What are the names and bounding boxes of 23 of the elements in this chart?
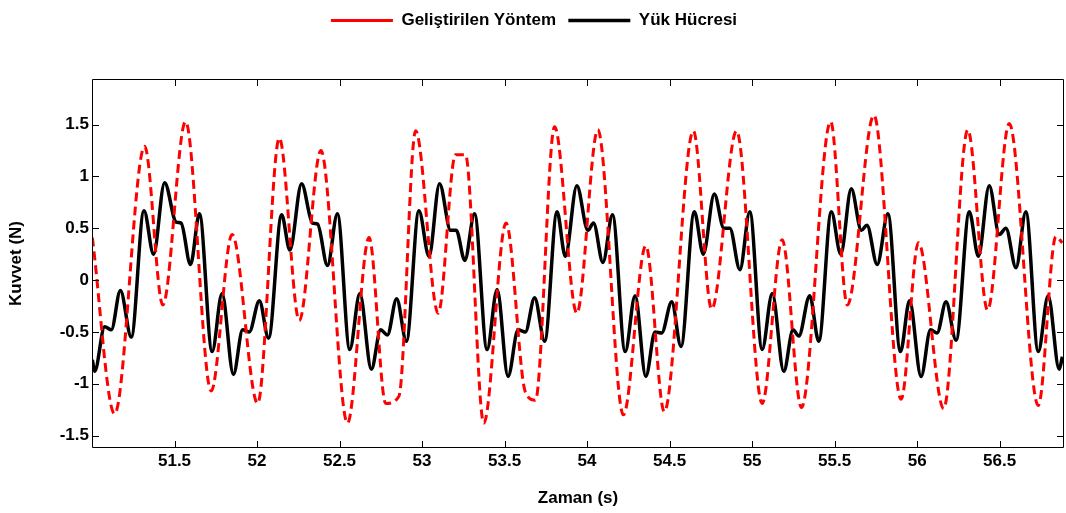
x-tick-label: 55 <box>742 450 762 470</box>
y-tick-label: -1 <box>73 373 89 393</box>
legend-label: Geliştirilen Yöntem <box>401 10 557 30</box>
y-tick-label: -0.5 <box>59 321 89 341</box>
x-tick-label: 54.5 <box>653 450 687 470</box>
x-tick-label: 54 <box>577 450 598 470</box>
x-tick-label: 53 <box>412 450 432 470</box>
x-tick-label: 55.5 <box>818 450 852 470</box>
y-tick-label: 0.5 <box>65 217 89 237</box>
x-tick-label: 56.5 <box>983 450 1017 470</box>
x-tick-label: 52.5 <box>322 450 357 470</box>
y-tick-label: 1.5 <box>65 114 89 134</box>
line-series <box>92 113 1064 425</box>
y-tick-label: 0 <box>79 269 89 289</box>
y-tick-label: 1 <box>79 166 89 186</box>
x-tick-label: 53.5 <box>488 450 522 470</box>
legend-label: Yük Hücresi <box>638 10 738 30</box>
x-tick-label: 51.5 <box>157 450 192 470</box>
x-axis-title: Zaman (s) <box>537 488 619 508</box>
y-tick-label: -1.5 <box>59 425 89 445</box>
y-axis-title: Kuvvet (N) <box>5 220 25 307</box>
x-tick-label: 56 <box>907 450 927 470</box>
x-tick-label: 52 <box>247 450 267 470</box>
